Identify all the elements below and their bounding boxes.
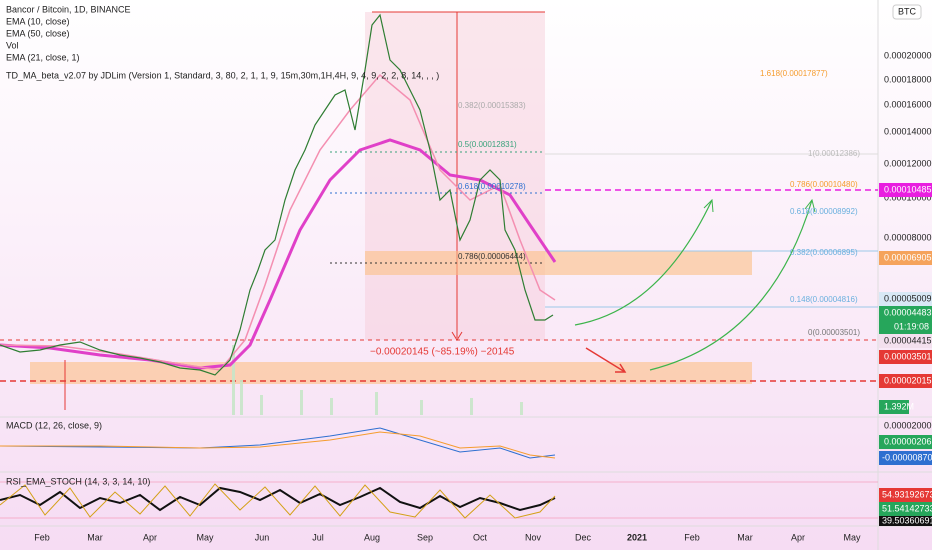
time-tick: Jul (312, 532, 324, 542)
countdown: 01:19:08 (894, 321, 929, 331)
time-tick: Mar (87, 532, 103, 542)
rsi-line (0, 486, 556, 512)
time-tick: Oct (473, 532, 488, 542)
rsi-title: RSI_EMA_STOCH (14, 3, 3, 14, 10) (6, 476, 150, 486)
currency-label[interactable]: BTC (898, 6, 917, 16)
price-tick: 0.00010000 (884, 192, 932, 202)
projection-arrow (649, 199, 813, 371)
price-tag: 0.00003501 (884, 351, 932, 361)
price-tick: 0.00018000 (884, 74, 932, 84)
macd-tag: -0.00000870 (882, 452, 932, 462)
time-tick: Sep (417, 532, 433, 542)
tag-bg (879, 320, 932, 334)
time-tick: May (196, 532, 214, 542)
macd-tick: 0.00002000 (884, 420, 932, 430)
time-tick: May (843, 532, 861, 542)
fib-label: 0.382(0.00006895) (790, 248, 858, 257)
time-tick: Apr (791, 532, 805, 542)
volume-tag: 1.392M (884, 401, 914, 411)
indicator-label: EMA (50, close) (6, 28, 70, 38)
rsi-tag: 39.50360691 (882, 515, 932, 525)
stoch-line (0, 483, 556, 519)
rsi-tag: 51.54142733 (882, 503, 932, 513)
indicator-label: Vol (6, 40, 19, 50)
fib-label: 0.786(0.00010480) (790, 180, 858, 189)
rsi-tag: 54.93192673 (882, 489, 932, 499)
tag-bg (879, 251, 932, 265)
price-tag: 0.00005009 (884, 293, 932, 303)
resistance-zone (365, 251, 752, 275)
price-tag: 0.00010485 (884, 184, 932, 194)
drop-arrow (585, 347, 626, 373)
fib-label: 0.786(0.00006444) (458, 252, 526, 261)
price-tick: 0.00016000 (884, 99, 932, 109)
measure-label: −0.00020145 (~85.19%) −20145 (370, 347, 515, 358)
signal-line (0, 431, 556, 459)
projection-arrowhead (703, 198, 714, 213)
drop-arrowhead (615, 363, 627, 373)
tag-bg (879, 334, 932, 348)
ema-21 (0, 73, 556, 371)
tag-bg (879, 183, 932, 197)
macd-title: MACD (12, 26, close, 9) (6, 420, 102, 430)
tag-bg (879, 374, 932, 388)
time-tick: Mar (737, 532, 753, 542)
tag-bg (879, 502, 932, 516)
time-tick: Nov (525, 532, 542, 542)
time-tick: Jun (255, 532, 270, 542)
ema-50 (0, 138, 557, 370)
time-tick: Feb (34, 532, 50, 542)
tag-bg (879, 306, 932, 320)
price-axis: 0.00020000 0.00018000 0.00016000 0.00014… (884, 50, 932, 242)
price-tag: 0.00004483 (884, 307, 932, 317)
tag-bg (879, 451, 932, 465)
time-tick: 2021 (627, 532, 647, 542)
symbol-title: Bancor / Bitcoin, 1D, BINANCE (6, 4, 131, 14)
price-tick: 0.00014000 (884, 126, 932, 136)
macd-tag: 0.00000206 (884, 436, 932, 446)
price-tag: 0.00002015 (884, 375, 932, 385)
tag-bg (879, 292, 932, 306)
price-trace (0, 13, 554, 376)
fib-label: 0(0.00003501) (808, 328, 860, 337)
fib-label: 1(0.00012386) (808, 149, 860, 158)
price-tag: 0.00006905 (884, 252, 932, 262)
tag-bg (879, 400, 909, 414)
time-axis: Feb Mar Apr May Jun Jul Aug Sep Oct Nov Dec 2021 Feb… (34, 532, 861, 542)
projection-arrow (574, 199, 713, 326)
indicator-label: TD_MA_beta_v2.07 by JDLim (Version 1, St… (6, 70, 439, 80)
tag-bg (879, 435, 932, 449)
tag-bg (879, 488, 932, 502)
fib-label: 0.148(0.00004816) (790, 295, 858, 304)
time-tick: Apr (143, 532, 157, 542)
fib-label: 0.618(0.00008992) (790, 207, 858, 216)
currency-button[interactable] (892, 4, 922, 20)
fib-label: 0.618(0.00010278) (458, 182, 526, 191)
price-tick: 0.00012000 (884, 158, 932, 168)
indicator-label: EMA (21, close, 1) (6, 52, 80, 62)
price-tag: 0.00004415 (884, 335, 932, 345)
time-tick: Feb (684, 532, 700, 542)
indicator-label: EMA (10, close) (6, 16, 70, 26)
tag-bg (879, 516, 932, 526)
time-tick: Dec (575, 532, 592, 542)
fib-label: 0.382(0.00015383) (458, 101, 526, 110)
time-tick: Aug (364, 532, 380, 542)
tag-bg (879, 350, 932, 364)
price-tick: 0.00008000 (884, 232, 932, 242)
fib-label: 1.618(0.00017877) (760, 69, 828, 78)
price-tick: 0.00020000 (884, 50, 932, 60)
fib-label: 0.5(0.00012831) (458, 140, 517, 149)
volume-bars (232, 345, 523, 415)
projection-arrowhead (804, 198, 816, 213)
